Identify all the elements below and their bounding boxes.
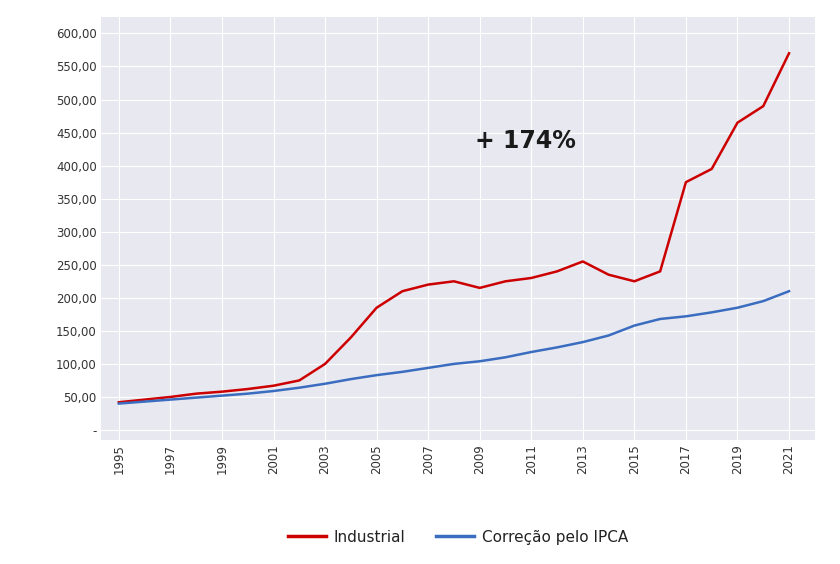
Correção pelo IPCA: [449, 360, 459, 367]
Industrial: [139, 396, 150, 403]
Correção pelo IPCA: [475, 358, 485, 365]
Correção pelo IPCA: [113, 400, 123, 407]
Correção pelo IPCA: [371, 372, 381, 378]
Correção pelo IPCA: [217, 392, 227, 399]
Industrial: [706, 166, 717, 173]
Correção pelo IPCA: [346, 376, 356, 382]
Industrial: [371, 305, 381, 311]
Correção pelo IPCA: [552, 344, 562, 351]
Industrial: [113, 399, 123, 406]
Line: Industrial: Industrial: [118, 53, 789, 402]
Correção pelo IPCA: [269, 387, 279, 394]
Line: Correção pelo IPCA: Correção pelo IPCA: [118, 291, 789, 404]
Industrial: [552, 268, 562, 275]
Correção pelo IPCA: [320, 380, 330, 387]
Industrial: [604, 271, 614, 278]
Correção pelo IPCA: [759, 298, 769, 305]
Industrial: [192, 390, 202, 397]
Correção pelo IPCA: [578, 339, 588, 346]
Industrial: [475, 284, 485, 291]
Correção pelo IPCA: [139, 398, 150, 405]
Industrial: [294, 377, 304, 384]
Industrial: [449, 278, 459, 285]
Industrial: [655, 268, 665, 275]
Correção pelo IPCA: [165, 396, 176, 403]
Correção pelo IPCA: [294, 384, 304, 391]
Industrial: [629, 278, 639, 285]
Correção pelo IPCA: [629, 322, 639, 329]
Correção pelo IPCA: [784, 288, 794, 294]
Correção pelo IPCA: [526, 349, 536, 355]
Correção pelo IPCA: [604, 332, 614, 339]
Industrial: [759, 103, 769, 109]
Correção pelo IPCA: [192, 394, 202, 401]
Correção pelo IPCA: [243, 390, 253, 397]
Correção pelo IPCA: [655, 316, 665, 323]
Correção pelo IPCA: [501, 354, 511, 361]
Industrial: [397, 288, 407, 294]
Correção pelo IPCA: [397, 368, 407, 375]
Industrial: [243, 386, 253, 393]
Correção pelo IPCA: [706, 309, 717, 316]
Text: + 174%: + 174%: [475, 129, 575, 152]
Correção pelo IPCA: [681, 313, 691, 320]
Industrial: [346, 334, 356, 341]
Industrial: [501, 278, 511, 285]
Industrial: [732, 119, 743, 126]
Industrial: [526, 275, 536, 281]
Industrial: [578, 258, 588, 265]
Industrial: [784, 50, 794, 56]
Industrial: [423, 281, 433, 288]
Legend: Industrial, Correção pelo IPCA: Industrial, Correção pelo IPCA: [281, 523, 634, 550]
Correção pelo IPCA: [732, 305, 743, 311]
Correção pelo IPCA: [423, 364, 433, 371]
Industrial: [217, 388, 227, 395]
Industrial: [320, 360, 330, 367]
Industrial: [269, 382, 279, 389]
Industrial: [165, 394, 176, 400]
Industrial: [681, 179, 691, 186]
